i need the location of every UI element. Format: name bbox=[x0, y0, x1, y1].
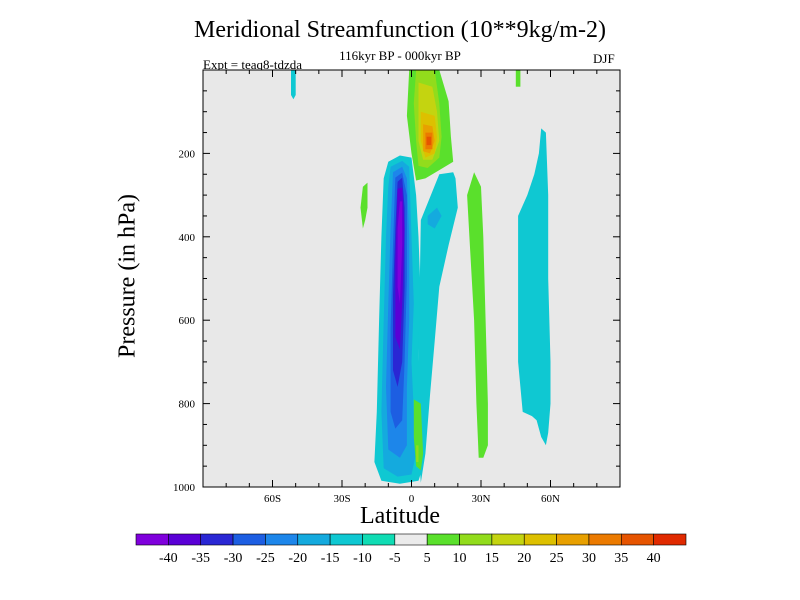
colorbar-swatch bbox=[588, 533, 622, 546]
colorbar-label: 5 bbox=[424, 551, 431, 566]
colorbar-label: -10 bbox=[353, 551, 372, 566]
contour-region-sh-cyan-top bbox=[291, 70, 296, 100]
colorbar-swatch bbox=[135, 533, 169, 546]
colorbar-label: -20 bbox=[288, 551, 307, 566]
chart-title: Meridional Streamfunction (10**9kg/m-2) bbox=[194, 17, 606, 43]
colorbar-label: 35 bbox=[614, 551, 628, 566]
colorbar-swatch bbox=[200, 533, 234, 546]
plot-area bbox=[203, 70, 620, 487]
colorbar-swatch bbox=[620, 533, 654, 546]
y-tick-label: 400 bbox=[179, 232, 196, 244]
contour-region-high-lat-cyan bbox=[518, 128, 551, 446]
colorbar-label: 10 bbox=[453, 551, 467, 566]
colorbar-swatch bbox=[523, 533, 557, 546]
colorbar-swatch bbox=[362, 533, 396, 546]
colorbar-swatch bbox=[459, 533, 493, 546]
contour-region-tropical-lower-10 bbox=[416, 445, 419, 462]
colorbar-swatch bbox=[556, 533, 590, 546]
colorbar-swatch bbox=[297, 533, 331, 546]
y-tick-label: 800 bbox=[179, 399, 196, 411]
colorbar-swatch bbox=[394, 533, 428, 546]
colorbar-swatch bbox=[426, 533, 460, 546]
colorbar-swatch bbox=[168, 533, 202, 546]
axes: 60S 30S 0 30N 60N 200 400 600 800 1000 bbox=[173, 69, 621, 505]
colorbar: -40 -35 -30 -25 -20 -15 -10 -5 5 10 15 20 25 30 35 40 bbox=[135, 533, 687, 566]
contour-region-northern-band-core bbox=[427, 207, 442, 229]
season-label: DJF bbox=[593, 51, 615, 66]
contour-region-nh-midlat-band bbox=[467, 172, 488, 458]
experiment-label: Expt = teaq8-tdzda bbox=[203, 57, 303, 72]
chart-subtitle: 116kyr BP - 000kyr BP bbox=[339, 48, 461, 63]
colorbar-label: 15 bbox=[485, 551, 499, 566]
colorbar-label: -15 bbox=[321, 551, 340, 566]
y-tick-label: 600 bbox=[179, 315, 196, 327]
colorbar-swatch bbox=[653, 533, 687, 546]
x-tick-label: 60N bbox=[541, 493, 560, 505]
contour-region-southern-cell-m40 bbox=[397, 201, 403, 304]
colorbar-label: 25 bbox=[550, 551, 564, 566]
y-tick-label: 1000 bbox=[173, 482, 196, 494]
colorbar-label: -35 bbox=[191, 551, 210, 566]
contour-region-sh-green-strip bbox=[360, 182, 368, 229]
colorbar-label: 40 bbox=[647, 551, 661, 566]
colorbar-label: -40 bbox=[159, 551, 178, 566]
colorbar-label: 30 bbox=[582, 551, 596, 566]
x-tick-label: 30S bbox=[333, 493, 350, 505]
colorbar-label: 20 bbox=[517, 551, 531, 566]
y-tick-label: 200 bbox=[179, 148, 196, 160]
colorbar-swatch bbox=[329, 533, 363, 546]
contour-region-nh-green-top bbox=[515, 70, 521, 87]
colorbar-swatch bbox=[491, 533, 525, 546]
colorbar-swatch bbox=[265, 533, 299, 546]
x-tick-label: 0 bbox=[409, 493, 415, 505]
x-tick-label: 60S bbox=[264, 493, 281, 505]
colorbar-label: -25 bbox=[256, 551, 275, 566]
contour-region-tropical-upper-35 bbox=[426, 136, 432, 146]
x-tick-label: 30N bbox=[472, 493, 491, 505]
colorbar-label: -5 bbox=[389, 551, 401, 566]
colorbar-swatch bbox=[232, 533, 266, 546]
contour-region-northern-band bbox=[418, 172, 458, 483]
colorbar-label: -30 bbox=[224, 551, 243, 566]
x-axis-label: Latitude bbox=[360, 503, 440, 529]
